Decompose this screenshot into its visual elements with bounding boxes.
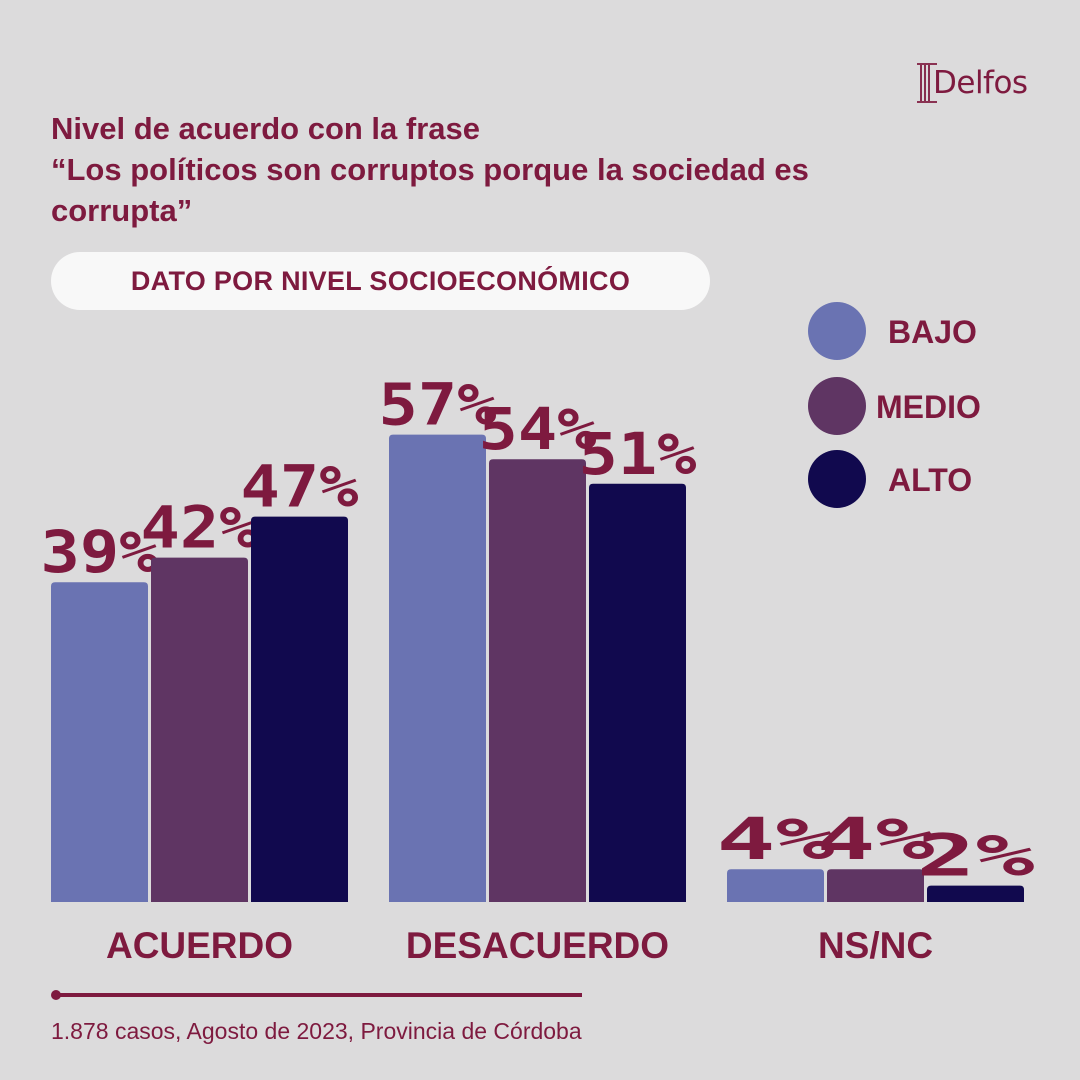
delfos-logo: Delfos xyxy=(916,60,1028,106)
legend-item-bajo: BAJO xyxy=(808,302,1068,360)
bar-ns-nc-alto xyxy=(927,885,1024,902)
legend-swatch-alto xyxy=(808,450,866,508)
subtitle-pill: DATO POR NIVEL SOCIOECONÓMICO xyxy=(51,252,710,310)
legend-label-bajo: BAJO xyxy=(888,314,977,350)
footer-note: 1.878 casos, Agosto de 2023, Provincia d… xyxy=(51,1018,582,1044)
bar-desacuerdo-alto xyxy=(589,483,686,902)
legend-swatch-medio xyxy=(808,377,866,435)
data-label-ns-nc-bajo: 4% xyxy=(717,805,835,873)
title-line-3: corrupta” xyxy=(51,193,193,228)
bar-acuerdo-alto xyxy=(251,516,348,902)
title-line-1: Nivel de acuerdo con la frase xyxy=(51,111,481,146)
legend-label-medio: MEDIO xyxy=(876,389,981,425)
category-label-desacuerdo: DESACUERDO xyxy=(406,925,669,966)
data-label-desacuerdo-medio: 54% xyxy=(479,395,597,463)
data-label-desacuerdo-bajo: 57% xyxy=(379,371,497,439)
category-label-acuerdo: ACUERDO xyxy=(106,925,293,966)
chart-title: Nivel de acuerdo con la frase “Los polít… xyxy=(51,108,1011,231)
subtitle-text: DATO POR NIVEL SOCIOECONÓMICO xyxy=(130,265,631,296)
delfos-column-icon xyxy=(917,63,937,103)
bar-acuerdo-medio xyxy=(151,557,248,902)
legend-label-alto: ALTO xyxy=(888,462,973,498)
legend-item-medio: MEDIO xyxy=(808,377,1068,435)
data-label-desacuerdo-alto: 51% xyxy=(579,420,697,488)
data-label-acuerdo-medio: 42% xyxy=(141,494,259,562)
bar-ns-nc-medio xyxy=(827,869,924,902)
legend-item-alto: ALTO xyxy=(808,450,1068,508)
footer-rule xyxy=(51,990,582,1000)
title-line-2: “Los políticos son corruptos porque la s… xyxy=(51,152,809,187)
data-label-ns-nc-alto: 2% xyxy=(917,822,1035,890)
bar-ns-nc-bajo xyxy=(727,869,824,902)
bar-desacuerdo-bajo xyxy=(389,434,486,902)
data-label-ns-nc-medio: 4% xyxy=(817,805,935,873)
brand-name: Delfos xyxy=(933,65,1028,101)
data-label-acuerdo-alto: 47% xyxy=(241,453,359,521)
bar-acuerdo-bajo xyxy=(51,582,148,902)
legend-swatch-bajo xyxy=(808,302,866,360)
bar-desacuerdo-medio xyxy=(489,459,586,902)
category-label-ns-nc: NS/NC xyxy=(818,925,933,966)
data-label-acuerdo-bajo: 39% xyxy=(41,518,159,586)
